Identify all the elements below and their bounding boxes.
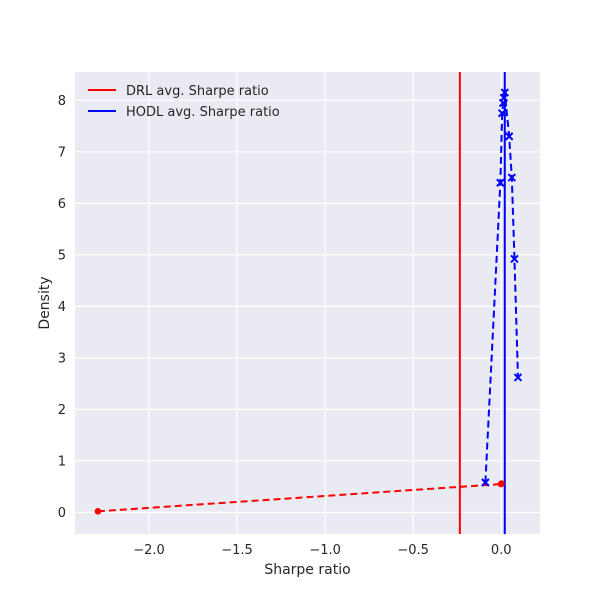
legend-label-hodl: HODL avg. Sharpe ratio bbox=[126, 105, 280, 120]
hodl-point bbox=[507, 173, 517, 182]
y-tick-label: 2 bbox=[58, 403, 66, 418]
drl-point bbox=[498, 480, 505, 487]
y-tick-label: 0 bbox=[58, 506, 66, 521]
hodl-point bbox=[481, 478, 490, 487]
drl-series-line bbox=[97, 482, 503, 513]
y-tick-labels: 0 1 2 3 4 5 6 7 8 bbox=[58, 94, 66, 521]
hodl-point bbox=[500, 88, 509, 97]
x-tick-label: 0.0 bbox=[491, 543, 512, 558]
legend: DRL avg. Sharpe ratio HODL avg. Sharpe r… bbox=[88, 84, 280, 120]
hodl-point bbox=[504, 132, 514, 141]
drl-point bbox=[94, 508, 102, 515]
hodl-point bbox=[513, 373, 523, 382]
hodl-point bbox=[510, 254, 519, 264]
y-tick-label: 5 bbox=[58, 248, 66, 263]
legend-label-drl: DRL avg. Sharpe ratio bbox=[126, 84, 269, 99]
hodl-point bbox=[496, 178, 505, 187]
x-axis-label: Sharpe ratio bbox=[264, 562, 350, 578]
plot-background bbox=[75, 72, 540, 534]
x-tick-labels: −2.0 −1.5 −1.0 −0.5 0.0 bbox=[133, 543, 511, 558]
x-tick-label: −0.5 bbox=[397, 543, 429, 558]
series-layer bbox=[94, 88, 523, 515]
hodl-point bbox=[497, 108, 507, 118]
y-tick-label: 3 bbox=[58, 351, 66, 366]
vertical-lines bbox=[458, 72, 506, 534]
x-tick-label: −1.5 bbox=[221, 543, 253, 558]
y-tick-label: 1 bbox=[58, 454, 66, 469]
y-tick-label: 4 bbox=[58, 300, 66, 315]
y-tick-label: 7 bbox=[58, 145, 66, 160]
x-tick-label: −1.0 bbox=[309, 543, 341, 558]
y-tick-label: 8 bbox=[58, 94, 66, 109]
y-axis-label: Density bbox=[37, 276, 53, 329]
hodl-series-line bbox=[484, 92, 519, 483]
grid-layer bbox=[75, 72, 540, 534]
y-tick-label: 6 bbox=[58, 197, 66, 212]
x-tick-label: −2.0 bbox=[133, 543, 165, 558]
